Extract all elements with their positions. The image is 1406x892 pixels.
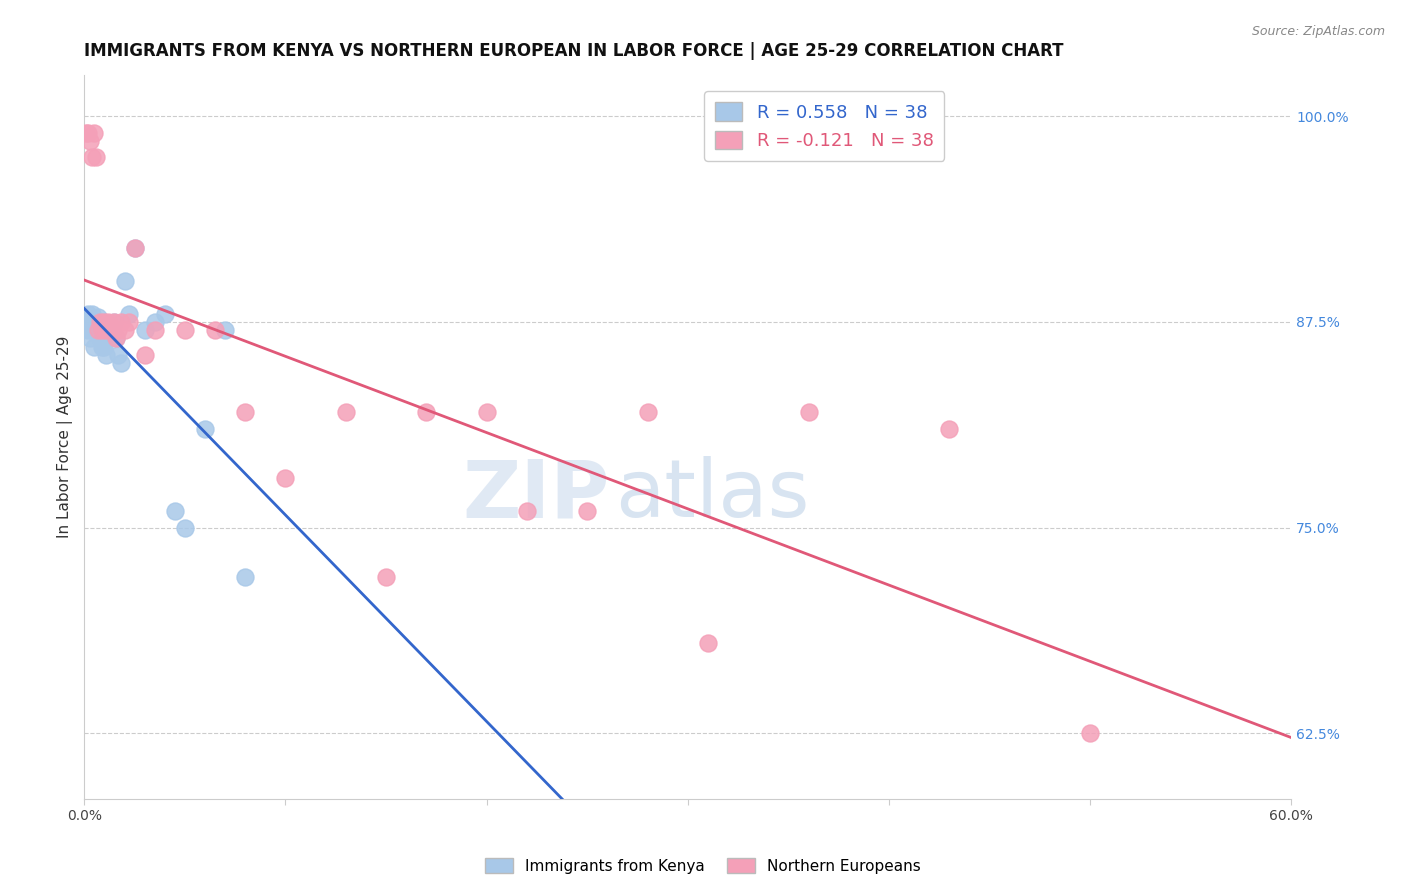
Point — [75, 126, 97, 140]
Point — [83, 126, 105, 140]
Point — [77, 126, 100, 140]
Point — [143, 323, 166, 337]
Text: IMMIGRANTS FROM KENYA VS NORTHERN EUROPEAN IN LABOR FORCE | AGE 25-29 CORRELATIO: IMMIGRANTS FROM KENYA VS NORTHERN EUROPE… — [84, 42, 1064, 60]
Point — [89, 315, 111, 329]
Point — [87, 326, 110, 341]
Point — [134, 348, 156, 362]
Point — [105, 331, 128, 345]
Point — [110, 315, 132, 329]
Point — [82, 307, 104, 321]
Point — [97, 315, 120, 329]
Point — [91, 323, 114, 337]
Point — [475, 405, 498, 419]
Point — [87, 310, 110, 324]
Point — [96, 323, 118, 337]
Point — [516, 504, 538, 518]
Point — [83, 340, 105, 354]
Point — [91, 340, 114, 354]
Point — [697, 636, 720, 650]
Point — [93, 315, 115, 329]
Point — [100, 331, 122, 345]
Point — [114, 274, 136, 288]
Point — [233, 570, 256, 584]
Point — [143, 315, 166, 329]
Point — [86, 323, 108, 337]
Text: atlas: atlas — [616, 456, 810, 534]
Text: Source: ZipAtlas.com: Source: ZipAtlas.com — [1251, 25, 1385, 38]
Point — [375, 570, 398, 584]
Point — [101, 323, 124, 337]
Point — [1078, 726, 1101, 740]
Point — [173, 323, 195, 337]
Point — [105, 331, 128, 345]
Point — [117, 315, 139, 329]
Point — [110, 356, 132, 370]
Point — [415, 405, 437, 419]
Point — [124, 241, 146, 255]
Point — [83, 319, 105, 334]
Point — [77, 307, 100, 321]
Text: ZIP: ZIP — [463, 456, 609, 534]
Point — [274, 471, 297, 485]
Point — [335, 405, 357, 419]
Point — [86, 151, 108, 165]
Point — [163, 504, 186, 518]
Point — [194, 422, 217, 436]
Point — [233, 405, 256, 419]
Point — [134, 323, 156, 337]
Point — [173, 520, 195, 534]
Point — [96, 348, 118, 362]
Legend: R = 0.558   N = 38, R = -0.121   N = 38: R = 0.558 N = 38, R = -0.121 N = 38 — [704, 92, 945, 161]
Point — [89, 319, 111, 334]
Point — [82, 151, 104, 165]
Point — [114, 323, 136, 337]
Point — [938, 422, 960, 436]
Point — [100, 323, 122, 337]
Point — [75, 315, 97, 329]
Point — [79, 331, 101, 345]
Y-axis label: In Labor Force | Age 25-29: In Labor Force | Age 25-29 — [58, 336, 73, 538]
Point — [797, 405, 820, 419]
Point — [103, 315, 125, 329]
Point — [107, 348, 129, 362]
Point — [89, 331, 111, 345]
Point — [214, 323, 236, 337]
Point — [103, 315, 125, 329]
Point — [79, 315, 101, 329]
Point — [91, 323, 114, 337]
Point — [82, 323, 104, 337]
Point — [87, 323, 110, 337]
Legend: Immigrants from Kenya, Northern Europeans: Immigrants from Kenya, Northern European… — [479, 852, 927, 880]
Point — [93, 315, 115, 329]
Point — [79, 134, 101, 148]
Point — [204, 323, 226, 337]
Point — [93, 340, 115, 354]
Point — [124, 241, 146, 255]
Point — [97, 323, 120, 337]
Point — [101, 323, 124, 337]
Point — [576, 504, 599, 518]
Point — [107, 323, 129, 337]
Point — [86, 315, 108, 329]
Point — [77, 323, 100, 337]
Point — [153, 307, 176, 321]
Point — [637, 405, 659, 419]
Point — [117, 307, 139, 321]
